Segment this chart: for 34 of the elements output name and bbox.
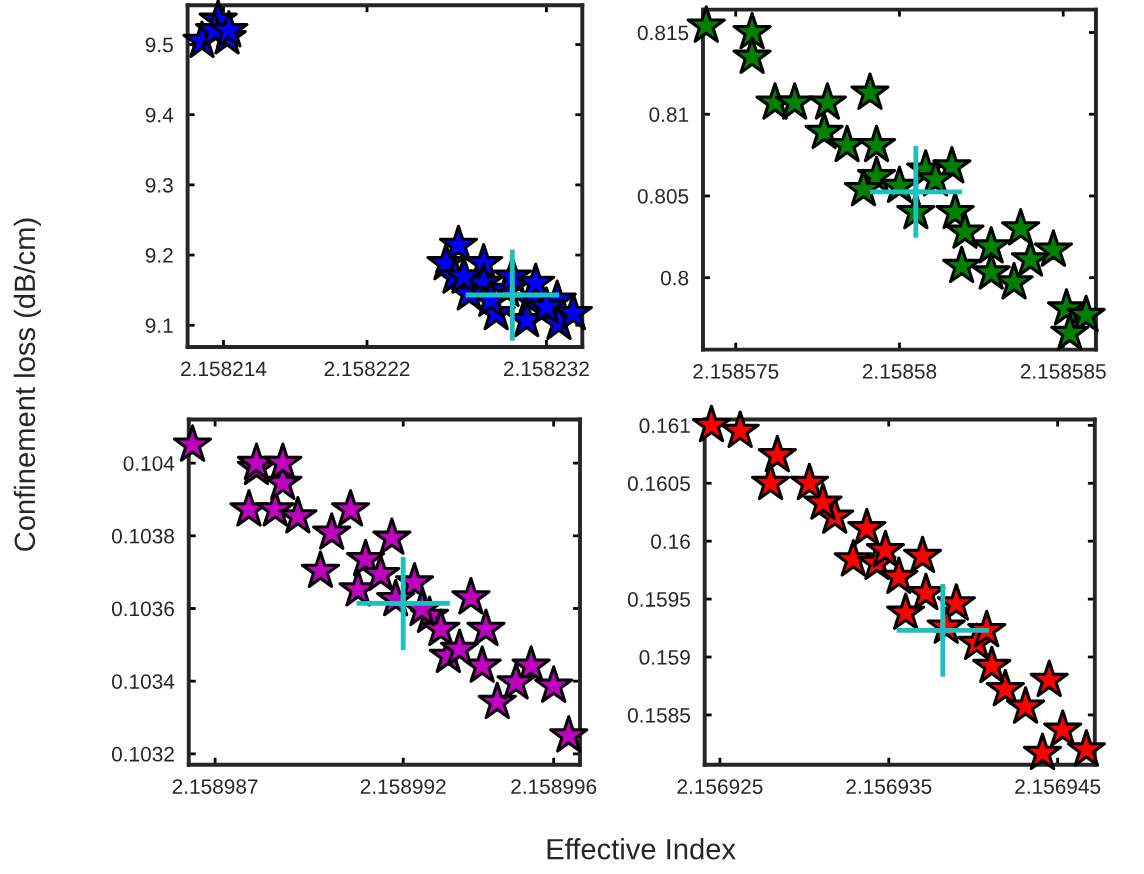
y-tick-label: 9.2: [145, 248, 173, 263]
y-tick-label: 0.1032: [111, 746, 174, 762]
y-tick-label: 0.1595: [627, 592, 690, 607]
y-tick-label: 0.81: [649, 107, 689, 122]
x-tick-label: 2.158996: [511, 779, 597, 794]
x-tick-label: 2.15858: [862, 364, 937, 379]
y-tick-label: 0.104: [123, 456, 175, 471]
y-tick-label: 0.1605: [627, 476, 690, 491]
y-tick-label: 9.4: [145, 107, 174, 123]
x-tick-label: 2.158232: [504, 361, 589, 377]
y-tick-label: 9.5: [145, 37, 173, 53]
x-tick-label: 2.158575: [693, 364, 779, 379]
y-tick-label: 9.3: [145, 177, 173, 193]
x-tick-label: 2.158987: [172, 779, 258, 794]
y-tick-label: 0.16: [651, 534, 690, 549]
x-tick-label: 2.158585: [1020, 364, 1106, 379]
y-tick-label: 0.8: [660, 270, 689, 286]
y-tick-label: 0.159: [639, 650, 690, 665]
y-tick-label: 0.161: [639, 418, 690, 434]
y-tick-label: 0.805: [637, 188, 689, 204]
x-tick-label: 2.156935: [846, 779, 932, 794]
x-tick-label: 2.158214: [181, 361, 267, 377]
y-tick-label: 9.1: [145, 318, 173, 333]
y-tick-label: 0.815: [637, 25, 689, 41]
y-tick-label: 0.1585: [627, 707, 690, 723]
x-tick-label: 2.158222: [324, 361, 410, 377]
x-tick-label: 2.156925: [677, 779, 763, 794]
x-axis-title: Effective Index: [547, 838, 736, 860]
x-tick-label: 2.156945: [1015, 779, 1101, 794]
y-tick-label: 0.1034: [111, 674, 175, 689]
x-tick-label: 2.158992: [360, 779, 446, 794]
y-tick-label: 0.1036: [111, 601, 174, 617]
y-axis-title: Confinement loss (dB/cm): [13, 218, 41, 551]
y-tick-label: 0.1038: [111, 528, 174, 544]
